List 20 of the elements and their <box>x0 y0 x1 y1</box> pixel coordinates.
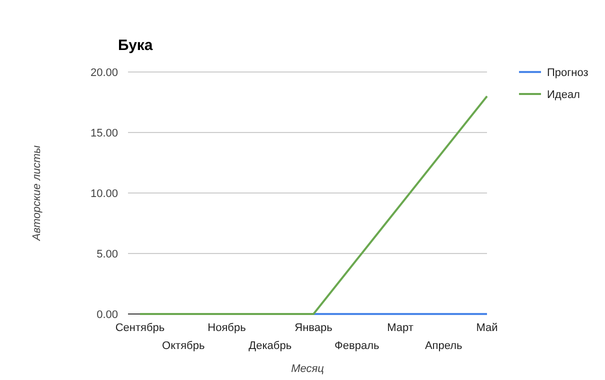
y-axis-title: Авторские листы <box>31 145 43 242</box>
y-tick-label: 5.00 <box>96 248 118 260</box>
y-tick-label: 0.00 <box>96 309 118 321</box>
x-tick-label: Январь <box>294 322 333 334</box>
y-tick-label: 15.00 <box>90 128 118 140</box>
x-tick-label: Октябрь <box>162 340 205 352</box>
x-tick-label: Апрель <box>424 340 463 352</box>
y-tick-label: 10.00 <box>90 188 118 200</box>
x-tick-label: Май <box>476 322 498 334</box>
x-tick-label: Март <box>387 322 414 334</box>
x-tick-label: Ноябрь <box>208 322 246 334</box>
chart-title: Бука <box>118 37 154 54</box>
x-tick-label: Сентябрь <box>115 322 165 334</box>
line-series <box>139 95 488 315</box>
y-tick-label: 20.00 <box>90 67 118 79</box>
x-tick-label: Февраль <box>334 340 380 352</box>
legend-label: Прогноз <box>547 67 588 79</box>
x-tick-label: Декабрь <box>248 340 292 352</box>
x-axis-title: Месяц <box>291 363 324 375</box>
legend-label: Идеал <box>547 89 580 101</box>
